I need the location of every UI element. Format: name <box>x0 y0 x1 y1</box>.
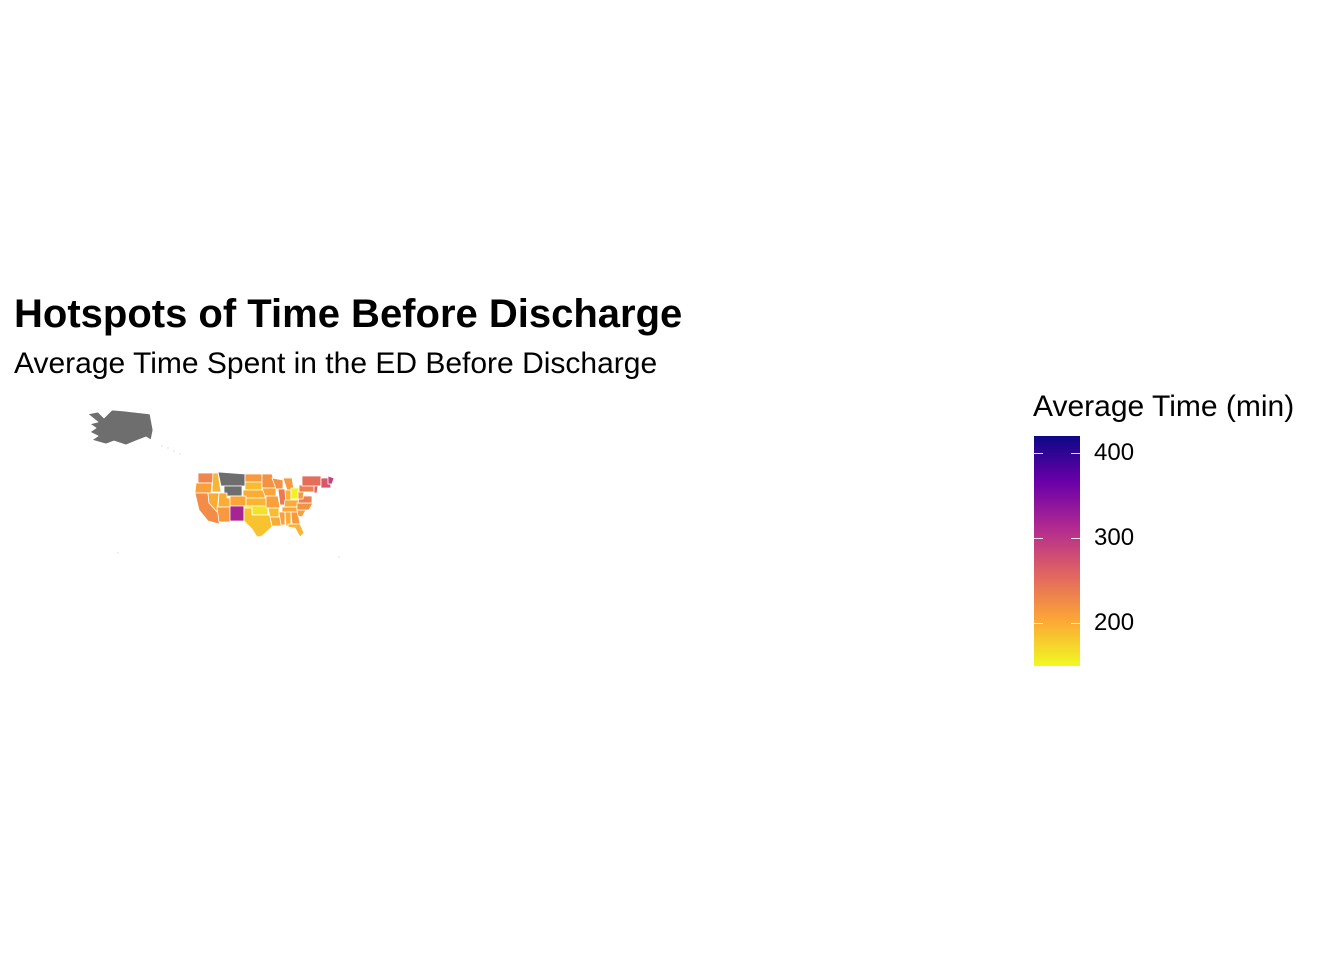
state-new-york <box>301 475 322 487</box>
state-new-jersey <box>313 485 319 494</box>
state-mississippi <box>278 511 286 526</box>
state-florida <box>287 523 305 538</box>
state-north-dakota <box>244 473 263 483</box>
state-south-dakota <box>244 481 263 491</box>
state-montana <box>217 471 246 487</box>
state-south-carolina <box>296 509 307 518</box>
legend-label: 300 <box>1094 524 1135 552</box>
state-missouri <box>265 495 281 509</box>
state-nebraska <box>242 489 266 499</box>
legend-tick-right <box>1071 623 1080 625</box>
legend-tick-right <box>1071 538 1080 540</box>
legend-label: 200 <box>1094 609 1135 637</box>
minor-island-0 <box>161 445 163 447</box>
legend-tick-left <box>1034 623 1043 625</box>
state-arkansas <box>267 507 280 518</box>
state-kansas <box>245 497 267 507</box>
state-new-mexico <box>229 505 245 522</box>
state-colorado <box>229 495 247 507</box>
state-idaho <box>211 472 222 493</box>
legend-tick-right <box>1071 453 1080 455</box>
legend-title: Average Time (min) <box>1033 390 1295 423</box>
state-nevada <box>207 492 220 513</box>
legend-tick-left <box>1034 538 1043 540</box>
legend-color-bar <box>1034 436 1080 666</box>
chart-subtitle: Average Time Spent in the ED Before Disc… <box>14 347 658 380</box>
map-regions <box>87 409 340 558</box>
state-arizona <box>216 506 231 523</box>
state-maine <box>327 475 335 485</box>
legend-tick-left <box>1034 453 1043 455</box>
state-alaska <box>87 409 154 446</box>
state-oregon <box>194 482 213 494</box>
minor-island-1 <box>167 447 169 449</box>
minor-island-3 <box>179 453 181 455</box>
chart-title: Hotspots of Time Before Discharge <box>14 292 683 336</box>
state-texas <box>243 507 273 538</box>
state-washington <box>197 472 214 484</box>
legend-label: 400 <box>1094 439 1135 467</box>
minor-island-5 <box>338 556 340 558</box>
minor-island-4 <box>117 552 119 554</box>
minor-island-2 <box>173 450 175 452</box>
state-north-carolina <box>296 502 314 511</box>
